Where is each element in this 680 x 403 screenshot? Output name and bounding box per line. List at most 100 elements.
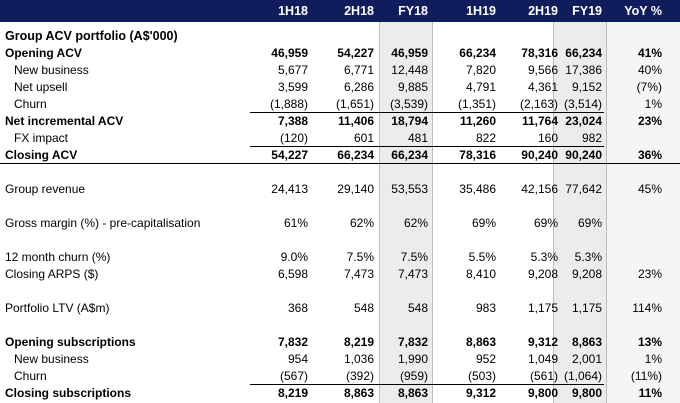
rule-line xyxy=(0,163,680,164)
row-label: Net upsell xyxy=(14,80,68,94)
row-label: New business xyxy=(14,63,89,77)
column-divider xyxy=(553,22,554,403)
row-label: Group revenue xyxy=(5,182,86,196)
table-cell: 7.5% xyxy=(346,250,374,264)
table-cell: 24,413 xyxy=(271,182,308,196)
table-cell: 2,001 xyxy=(571,352,602,366)
yoy-band xyxy=(606,22,680,403)
table-cell: 160 xyxy=(537,131,558,145)
table-cell: 66,234 xyxy=(337,148,374,162)
table-cell: 23% xyxy=(637,114,662,128)
table-cell: 9,885 xyxy=(397,80,428,94)
table-cell: 66,234 xyxy=(459,46,496,60)
table-cell: 29,140 xyxy=(337,182,374,196)
column-header: FY19 xyxy=(572,4,602,18)
table-cell: 4,791 xyxy=(465,80,496,94)
table-cell: 66,234 xyxy=(391,148,428,162)
table-cell: (561) xyxy=(529,369,558,383)
table-cell: 11,764 xyxy=(521,114,558,128)
table-cell: 4,361 xyxy=(527,80,558,94)
table-cell: 1,990 xyxy=(397,352,428,366)
rule-line xyxy=(250,146,604,147)
rule-line xyxy=(250,112,604,113)
table-cell: 66,234 xyxy=(565,46,602,60)
row-label: Portfolio LTV (A$m) xyxy=(5,301,110,315)
table-cell: 11% xyxy=(638,386,662,400)
table-row: Closing ACV 54,227 66,234 66,234 78,316 90,24… xyxy=(0,147,680,163)
table-cell: 481 xyxy=(407,131,428,145)
table-cell: 3,599 xyxy=(277,80,308,94)
table-cell: 6,771 xyxy=(343,63,374,77)
table-cell: 46,959 xyxy=(271,46,308,60)
table-cell: (3,539) xyxy=(389,97,428,111)
table-cell: 36% xyxy=(637,148,662,162)
table-cell: 6,286 xyxy=(343,80,374,94)
table-cell: 77,642 xyxy=(565,182,602,196)
table-header: 1H18 2H18 FY18 1H19 2H19 FY19 YoY % xyxy=(0,0,680,22)
table-cell: 9.0% xyxy=(280,250,308,264)
table-cell: 1,049 xyxy=(527,352,558,366)
table-cell: 8,863 xyxy=(571,335,602,349)
table-cell: 1% xyxy=(644,352,662,366)
table-cell: 62% xyxy=(349,216,374,230)
table-cell: 8,863 xyxy=(465,335,496,349)
column-header: 2H19 xyxy=(528,4,558,18)
table-cell: 12,448 xyxy=(391,63,428,77)
table-cell: 23,024 xyxy=(565,114,602,128)
table-row: Net incremental ACV 7,388 11,406 18,794 11,2… xyxy=(0,113,680,129)
table-cell: 983 xyxy=(475,301,496,315)
column-divider xyxy=(379,22,380,403)
table-cell: 8,219 xyxy=(343,335,374,349)
table-row: New business 5,677 6,771 12,448 7,820 9,566 17… xyxy=(0,62,680,78)
table-cell: 11,406 xyxy=(337,114,374,128)
rule-line xyxy=(250,384,604,385)
row-label: Gross margin (%) - pre-capitalisation xyxy=(5,216,201,230)
table-row: Churn (567) (392) (959) (503) (561) (1,064) (11… xyxy=(0,368,680,384)
table-row: Churn (1,888) (1,651) (3,539) (1,351) (2,163)… xyxy=(0,96,680,112)
table-cell: 11,260 xyxy=(459,114,496,128)
column-header: 2H18 xyxy=(344,4,374,18)
table-cell: (7%) xyxy=(636,80,662,94)
table-cell xyxy=(612,249,662,265)
table-row: Net upsell 3,599 6,286 9,885 4,791 4,361 9,152… xyxy=(0,79,680,95)
table-cell: 61% xyxy=(283,216,308,230)
table-cell: 7.5% xyxy=(400,250,428,264)
table-cell: 7,820 xyxy=(465,63,496,77)
table-row: Portfolio LTV (A$m) 368 548 548 983 1,175 1,17… xyxy=(0,300,680,316)
table-cell xyxy=(500,28,558,44)
row-label: Closing subscriptions xyxy=(5,386,132,400)
row-label: Opening ACV xyxy=(5,46,82,60)
table-cell: 5.3% xyxy=(574,250,602,264)
table-cell xyxy=(560,28,602,44)
table-cell: 13% xyxy=(637,335,662,349)
table-cell: 69% xyxy=(533,216,558,230)
row-label: Opening subscriptions xyxy=(5,335,136,349)
table-cell: 548 xyxy=(407,301,428,315)
table-cell: 8,410 xyxy=(465,267,496,281)
column-header: YoY % xyxy=(624,4,662,18)
table-cell: (120) xyxy=(279,131,308,145)
table-row: FX impact (120) 601 481 822 160 982 xyxy=(0,130,680,146)
table-cell: 7,473 xyxy=(397,267,428,281)
table-cell: 7,473 xyxy=(343,267,374,281)
table-row: Closing subscriptions 8,219 8,863 8,863 9,31… xyxy=(0,385,680,401)
table-cell: (1,888) xyxy=(269,97,308,111)
table-cell: 69% xyxy=(577,216,602,230)
table-cell: 54,227 xyxy=(271,148,308,162)
table-cell: (567) xyxy=(279,369,308,383)
table-cell: 8,863 xyxy=(397,386,428,400)
table-cell: 90,240 xyxy=(521,148,558,162)
fy19-band xyxy=(553,22,606,403)
table-cell: 822 xyxy=(475,131,496,145)
table-cell: 368 xyxy=(287,301,308,315)
table-cell: 7,388 xyxy=(277,114,308,128)
table-cell: 9,566 xyxy=(527,63,558,77)
table-cell: 18,794 xyxy=(391,114,428,128)
row-label: Closing ARPS ($) xyxy=(5,267,99,281)
table-cell: 5,677 xyxy=(277,63,308,77)
row-label: Closing ACV xyxy=(5,148,78,162)
table-cell: 9,152 xyxy=(571,80,602,94)
column-header: 1H18 xyxy=(278,4,308,18)
table-cell: 5.5% xyxy=(468,250,496,264)
table-row: Opening subscriptions 7,832 8,219 7,832 8,86… xyxy=(0,334,680,350)
